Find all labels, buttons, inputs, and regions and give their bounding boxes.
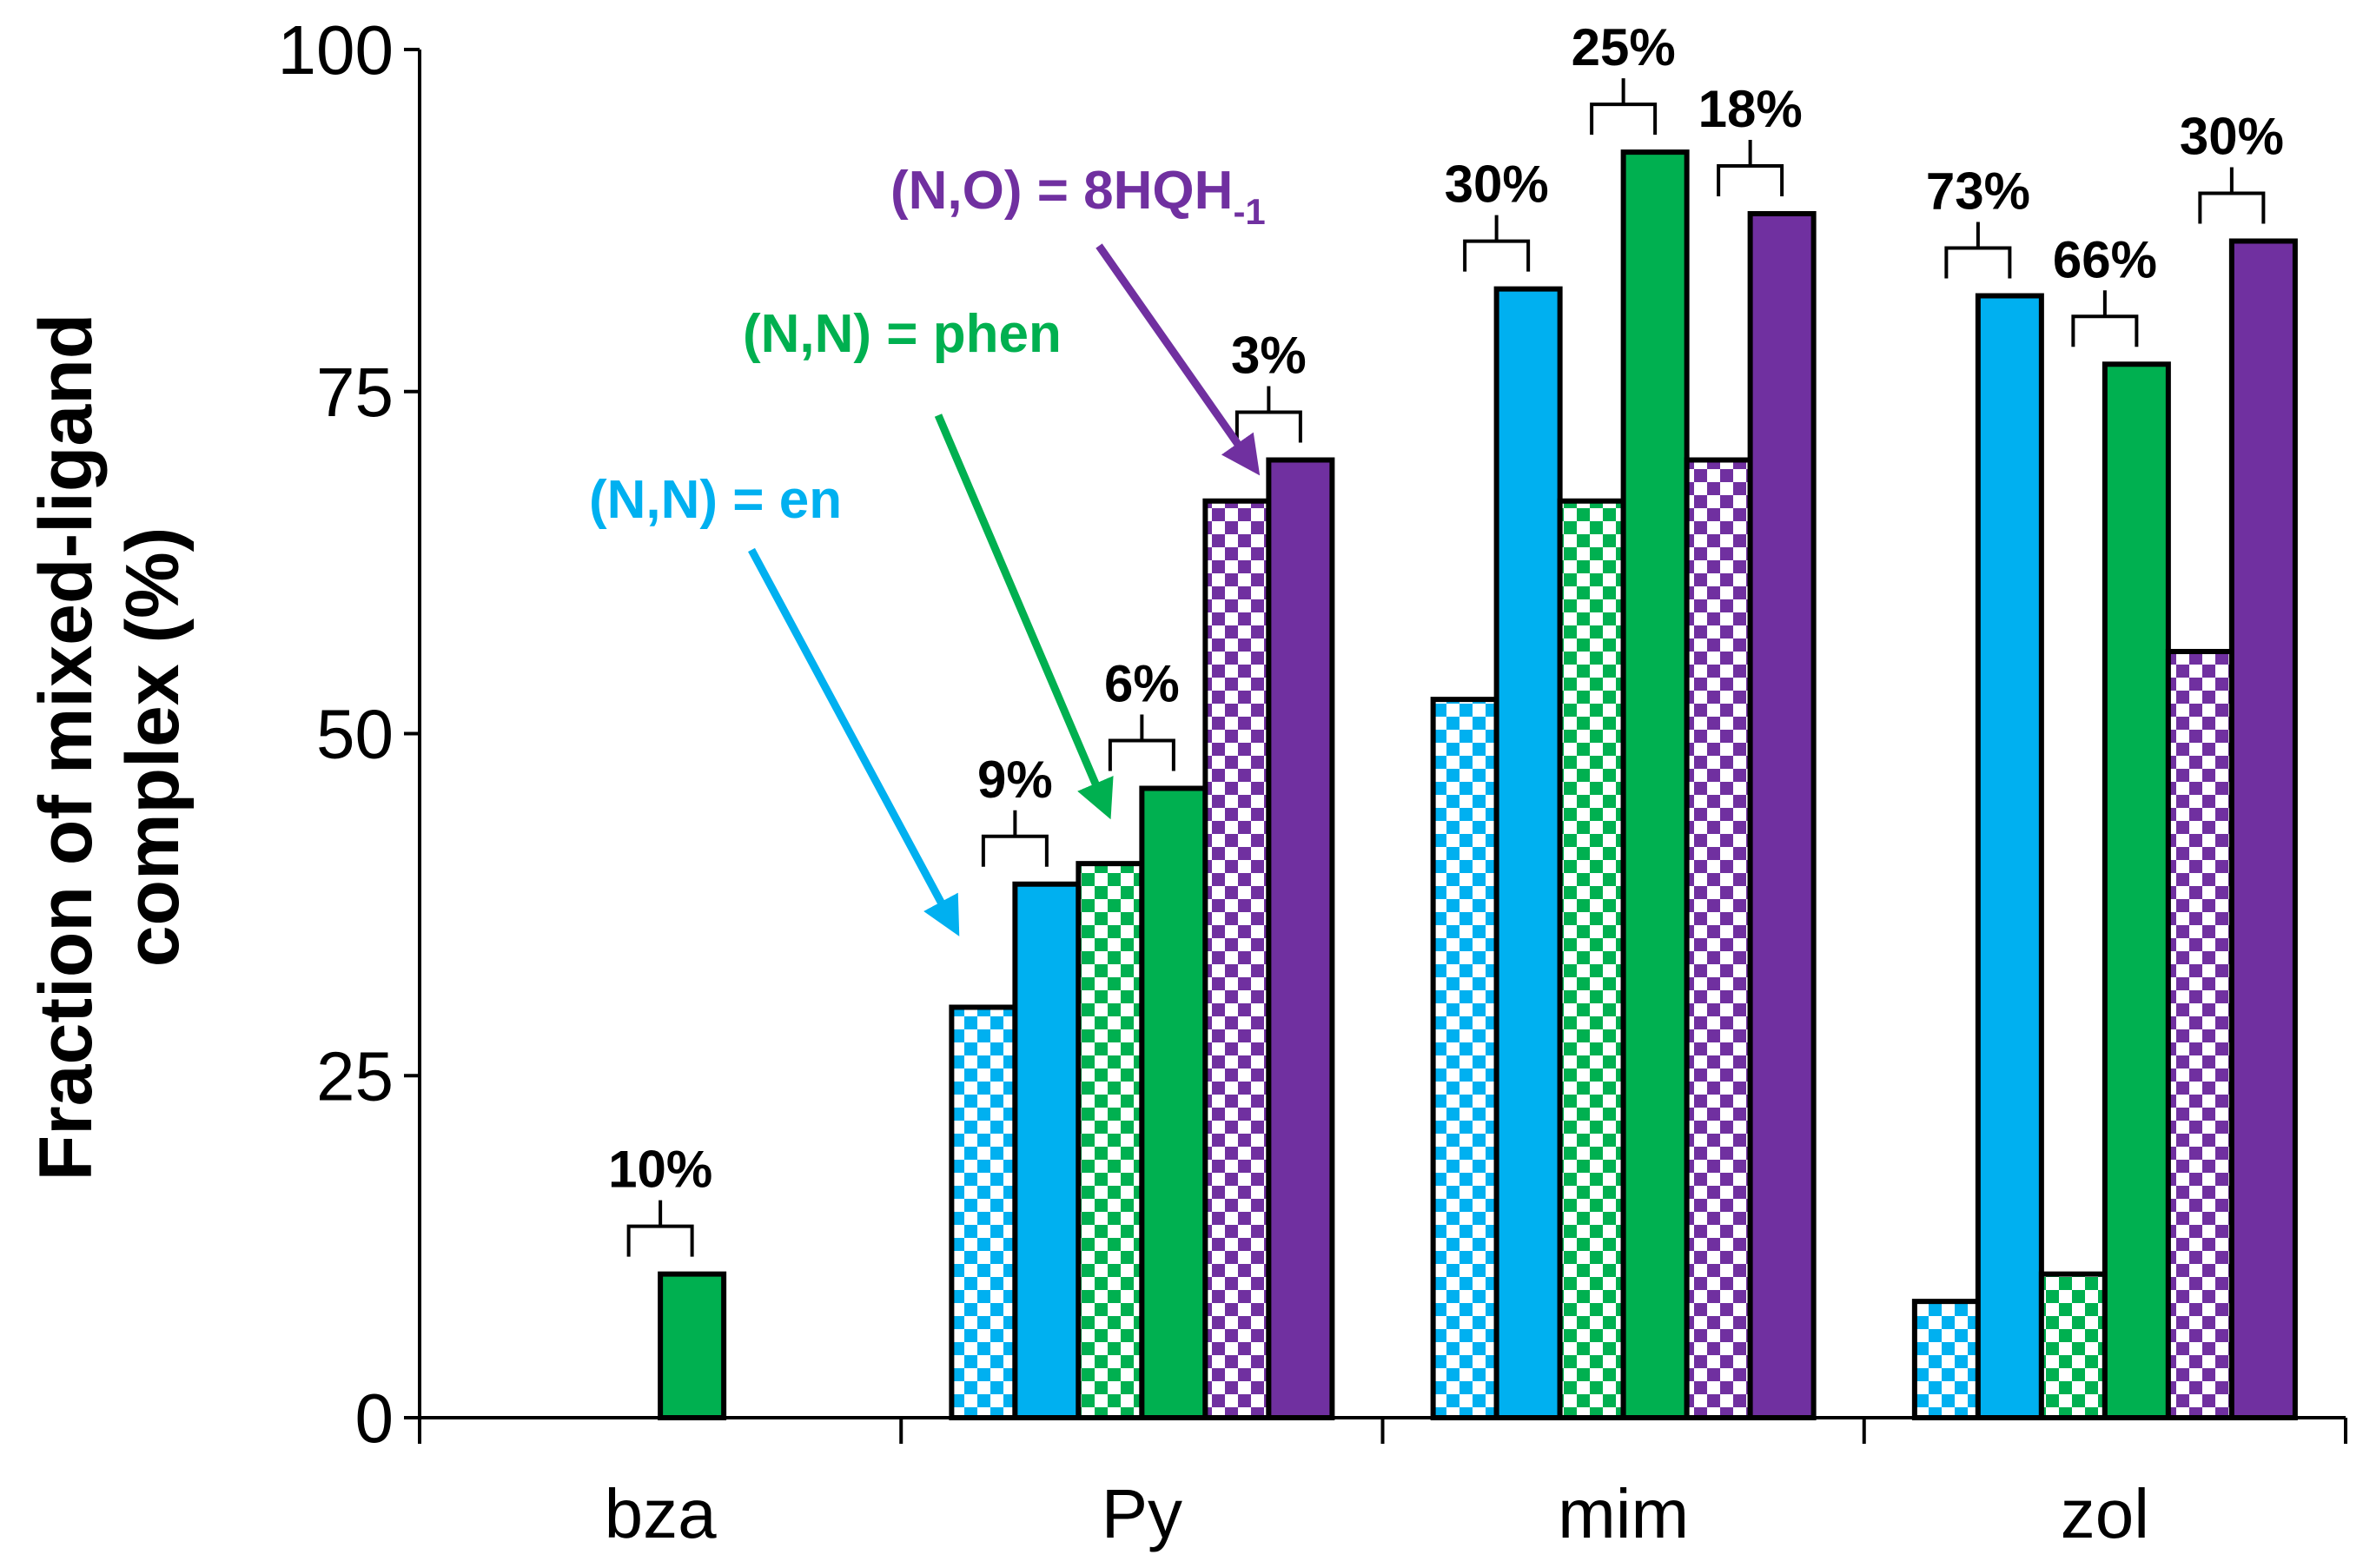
annotation-hq-text: (N,O) = 8HQH [890,161,1233,221]
percent-bracket-mim-phen: 25% [1572,18,1676,136]
percent-label: 25% [1572,18,1676,76]
bracket-line [626,1200,694,1257]
annotation-en-arrow [748,547,960,936]
bar-zol-en-solid [1975,293,2044,1420]
bracket-line [1234,386,1302,443]
percent-label: 66% [2053,230,2157,288]
bracket-line [1590,78,1658,136]
bar-py-hq-checkered [1202,498,1272,1420]
bar-mim-en-solid [1493,286,1563,1420]
percent-label: 73% [1926,162,2030,221]
bar-zol-hq-checkered [2165,649,2234,1420]
bar-mim-phen-checkered [1557,498,1626,1420]
y-axis-title-line-2: complex (%) [111,527,195,968]
bar-py-en-solid [1012,881,1082,1420]
percent-bracket-py-en: 9% [977,751,1053,867]
annotation-phen-label: (N,N) = phen [743,304,1062,364]
bar-py-hq-solid [1266,457,1335,1420]
percent-label: 30% [2180,108,2284,166]
percent-bracket-zol-phen: 66% [2053,230,2157,347]
y-tick-label-100: 100 [278,11,394,89]
x-category-label-py: Py [1102,1475,1182,1552]
annotation-phen-arrow [934,414,1114,820]
bar-mim-hq-checkered [1684,457,1753,1420]
bracket-line [2071,290,2139,347]
series-annotations: (N,N) = en (N,N) = phen (N,O) = 8HQH-1 [589,161,1266,936]
y-axis-title-line-1: Fraction of mixed-ligand [24,314,108,1181]
percent-brackets-layer: 10% 9% 6% 3% 30% 25% 18% 73% 66% 30% [608,18,2284,1257]
bar-mim-hq-solid [1747,211,1817,1420]
percent-bracket-mim-hq: 18% [1698,80,1803,196]
bar-py-phen-checkered [1076,861,1145,1420]
percent-label: 10% [608,1141,712,1199]
y-tick-label-50: 50 [316,696,394,773]
percent-label: 6% [1104,655,1180,713]
annotation-hq-label: (N,O) = 8HQH-1 [890,161,1266,232]
y-tick-label-0: 0 [355,1379,394,1457]
bar-zol-en-checkered [1911,1299,1981,1420]
bar-zol-phen-checkered [2038,1271,2108,1420]
y-tick-label-25: 25 [316,1037,394,1115]
bar-mim-en-checkered [1430,697,1499,1420]
percent-bracket-zol-en: 73% [1926,162,2030,279]
bar-zol-phen-solid [2102,361,2171,1420]
bars-layer [658,149,2298,1420]
percent-bracket-zol-hq: 30% [2180,108,2284,224]
x-category-label-bza: bza [605,1475,717,1552]
annotation-hq-arrow [1095,243,1261,476]
bar-bza-phen-solid [658,1271,727,1420]
bar-py-phen-solid [1139,785,1208,1420]
percent-bracket-bza-phen: 10% [608,1141,712,1257]
annotation-en-label: (N,N) = en [589,470,842,530]
percent-label: 3% [1231,327,1307,385]
bracket-line [2198,167,2266,224]
percent-label: 30% [1445,155,1549,214]
bar-py-en-checkered [949,1004,1018,1420]
y-tick-label-75: 75 [316,354,394,431]
annotation-hq-subscript: -1 [1233,191,1265,232]
percent-bracket-py-phen: 6% [1104,655,1180,771]
axes-layer: 0 25 50 75 100 bza Py mim zol [278,11,2347,1552]
percent-label: 9% [977,751,1053,809]
bar-zol-hq-solid [2228,238,2298,1420]
percent-label: 18% [1698,80,1803,138]
bracket-line [1944,222,2012,279]
x-category-label-mim: mim [1558,1475,1689,1552]
percent-bracket-mim-en: 30% [1445,155,1549,272]
bracket-line [1463,215,1531,272]
bar-mim-phen-solid [1620,149,1690,1420]
x-category-label-zol: zol [2061,1475,2149,1552]
y-axis-title: Fraction of mixed-ligand complex (%) [24,314,195,1181]
bracket-line [981,810,1049,867]
percent-bracket-py-hq: 3% [1231,327,1307,443]
bracket-line [1108,714,1175,771]
bracket-line [1717,140,1784,196]
